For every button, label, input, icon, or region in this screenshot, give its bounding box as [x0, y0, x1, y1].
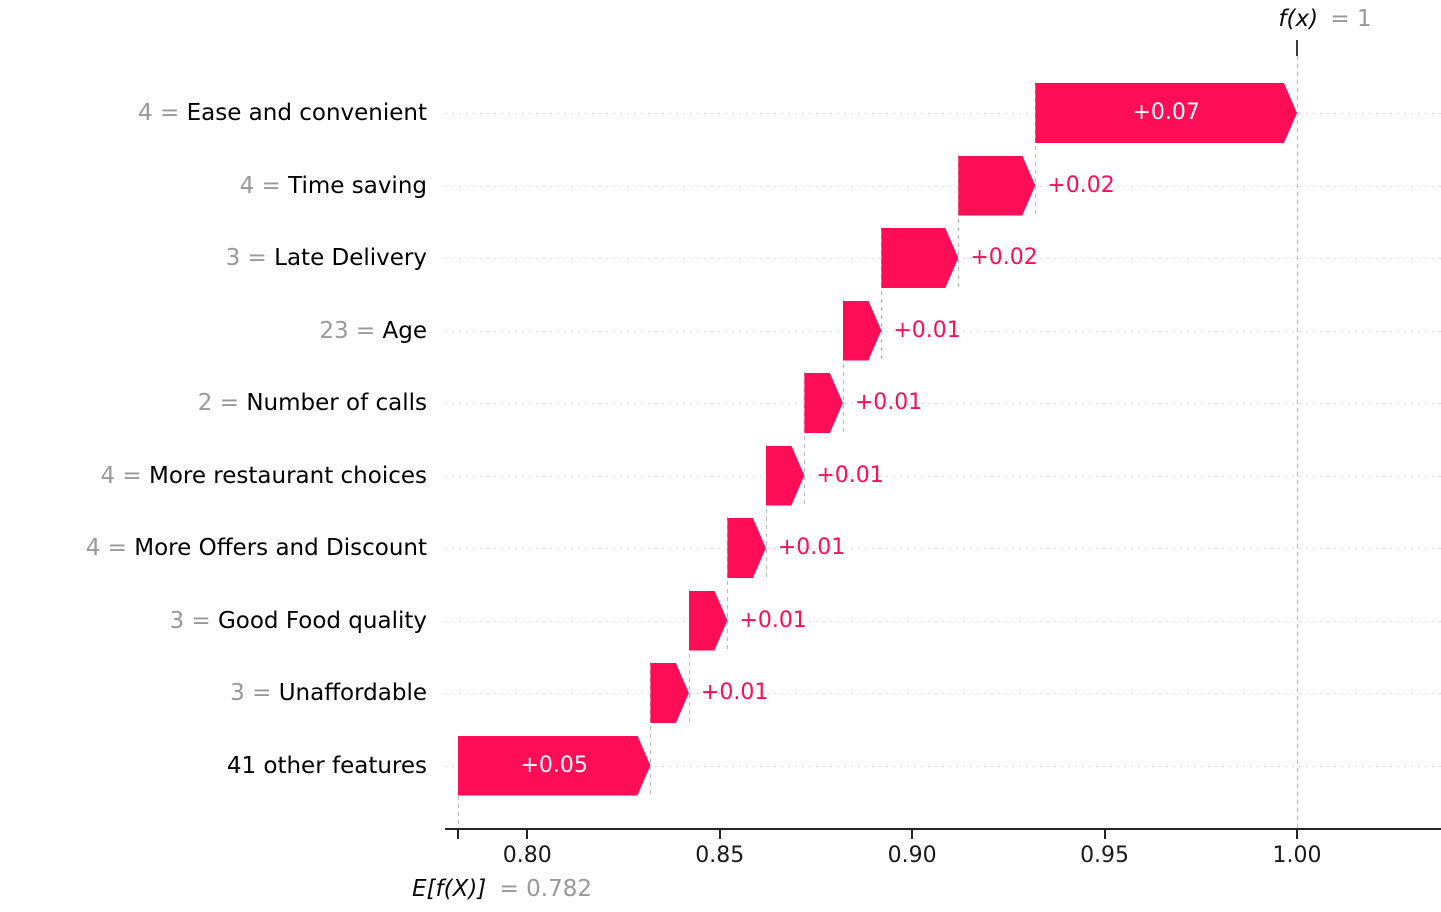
x-tick-label: 0.85 [695, 843, 745, 868]
shap-bar [727, 518, 765, 578]
connector-line [688, 589, 690, 724]
shap-bar [458, 736, 650, 796]
row-gridline [445, 548, 1441, 549]
feature-label: 4 = Time saving [0, 171, 427, 201]
feature-label: 2 = Number of calls [0, 388, 427, 418]
shap-value-label: +0.01 [777, 535, 846, 560]
feature-value: 2 = [197, 390, 247, 416]
connector-line [842, 299, 844, 434]
x-tick [718, 830, 721, 839]
shap-bar [1035, 83, 1297, 143]
feature-value: 3 = [230, 680, 279, 706]
x-axis [445, 828, 1441, 830]
feature-name: More restaurant choices [148, 462, 427, 489]
x-tick-label: 1.00 [1272, 843, 1322, 868]
feature-name: Late Delivery [274, 245, 427, 271]
fx-line [1297, 56, 1298, 828]
row-gridline [445, 475, 1441, 477]
feature-name: Age [382, 317, 427, 344]
x-tick [911, 830, 914, 839]
shap-bar [843, 301, 881, 361]
shap-bar [766, 446, 804, 506]
x-tick-label: 0.95 [1080, 843, 1130, 868]
shap-value-label: +0.01 [816, 462, 884, 488]
feature-label: 3 = Late Delivery [0, 243, 427, 273]
fx-label-value: = 1 [1330, 6, 1372, 32]
x-tick [526, 830, 529, 839]
feature-label: 4 = Ease and convenient [0, 98, 427, 128]
shap-value-label: +0.01 [893, 317, 961, 343]
row-gridline [445, 765, 1441, 767]
row-gridline [445, 403, 1441, 404]
expected-value-number: = 0.782 [499, 876, 593, 902]
shap-value-label: +0.05 [520, 752, 588, 778]
connector-line [881, 227, 883, 362]
feature-label: 4 = More Offers and Discount [0, 533, 427, 563]
expected-value-math: E[f(X)] [412, 876, 487, 902]
feature-name: Ease and convenient [186, 100, 427, 126]
fx-label: f(x) = 1 [1265, 6, 1385, 32]
shap-bar [881, 228, 958, 288]
shap-value-label: +0.07 [1132, 100, 1200, 125]
connector-line [650, 662, 652, 797]
feature-value: 4 = [100, 462, 149, 489]
feature-name: Good Food quality [217, 607, 427, 634]
shap-value-label: +0.01 [854, 390, 923, 415]
feature-label: 3 = Good Food quality [0, 606, 427, 636]
row-gridline [445, 620, 1441, 622]
x-tick [1296, 830, 1298, 839]
feature-name: Time saving [288, 172, 427, 199]
x-tick-base [457, 830, 459, 839]
shap-bar [958, 156, 1035, 216]
connector-line [727, 517, 729, 652]
feature-label: 4 = More restaurant choices [0, 461, 427, 491]
feature-label: 41 other features [0, 751, 427, 781]
feature-name: Unaffordable [278, 680, 427, 706]
shap-bar [650, 663, 688, 723]
feature-value: 23 = [319, 317, 383, 344]
feature-value: 3 = [169, 607, 218, 634]
connector-line [958, 154, 960, 289]
shap-bar [804, 373, 842, 433]
feature-value: 4 = [85, 535, 135, 561]
x-tick-label: 0.90 [887, 843, 937, 868]
fx-line-top-tick [1296, 40, 1298, 56]
row-gridline [445, 693, 1441, 694]
feature-name: More Offers and Discount [134, 535, 427, 561]
connector-line [1035, 82, 1037, 217]
feature-label: 23 = Age [0, 316, 427, 346]
x-tick [1103, 830, 1106, 839]
feature-name: 41 other features [226, 752, 427, 779]
feature-value: 3 = [225, 245, 275, 271]
feature-value: 4 = [138, 100, 187, 126]
expected-value-label: E[f(X)] = 0.782 [412, 876, 592, 902]
row-gridline [445, 113, 1441, 114]
feature-name: Number of calls [246, 390, 427, 416]
x-tick-label: 0.80 [502, 843, 552, 868]
connector-line [804, 372, 806, 507]
shap-value-label: +0.02 [970, 245, 1038, 270]
feature-value: 4 = [239, 172, 289, 199]
shap-value-label: +0.01 [739, 607, 807, 633]
row-gridline [445, 330, 1441, 332]
shap-bar [689, 591, 727, 651]
feature-label: 3 = Unaffordable [0, 678, 427, 708]
connector-line [765, 444, 767, 579]
row-gridline [445, 185, 1441, 187]
shap-value-label: +0.02 [1047, 172, 1115, 198]
fx-label-math: f(x) [1278, 6, 1319, 32]
shap-value-label: +0.01 [700, 680, 769, 705]
base-connector-line [458, 795, 459, 828]
